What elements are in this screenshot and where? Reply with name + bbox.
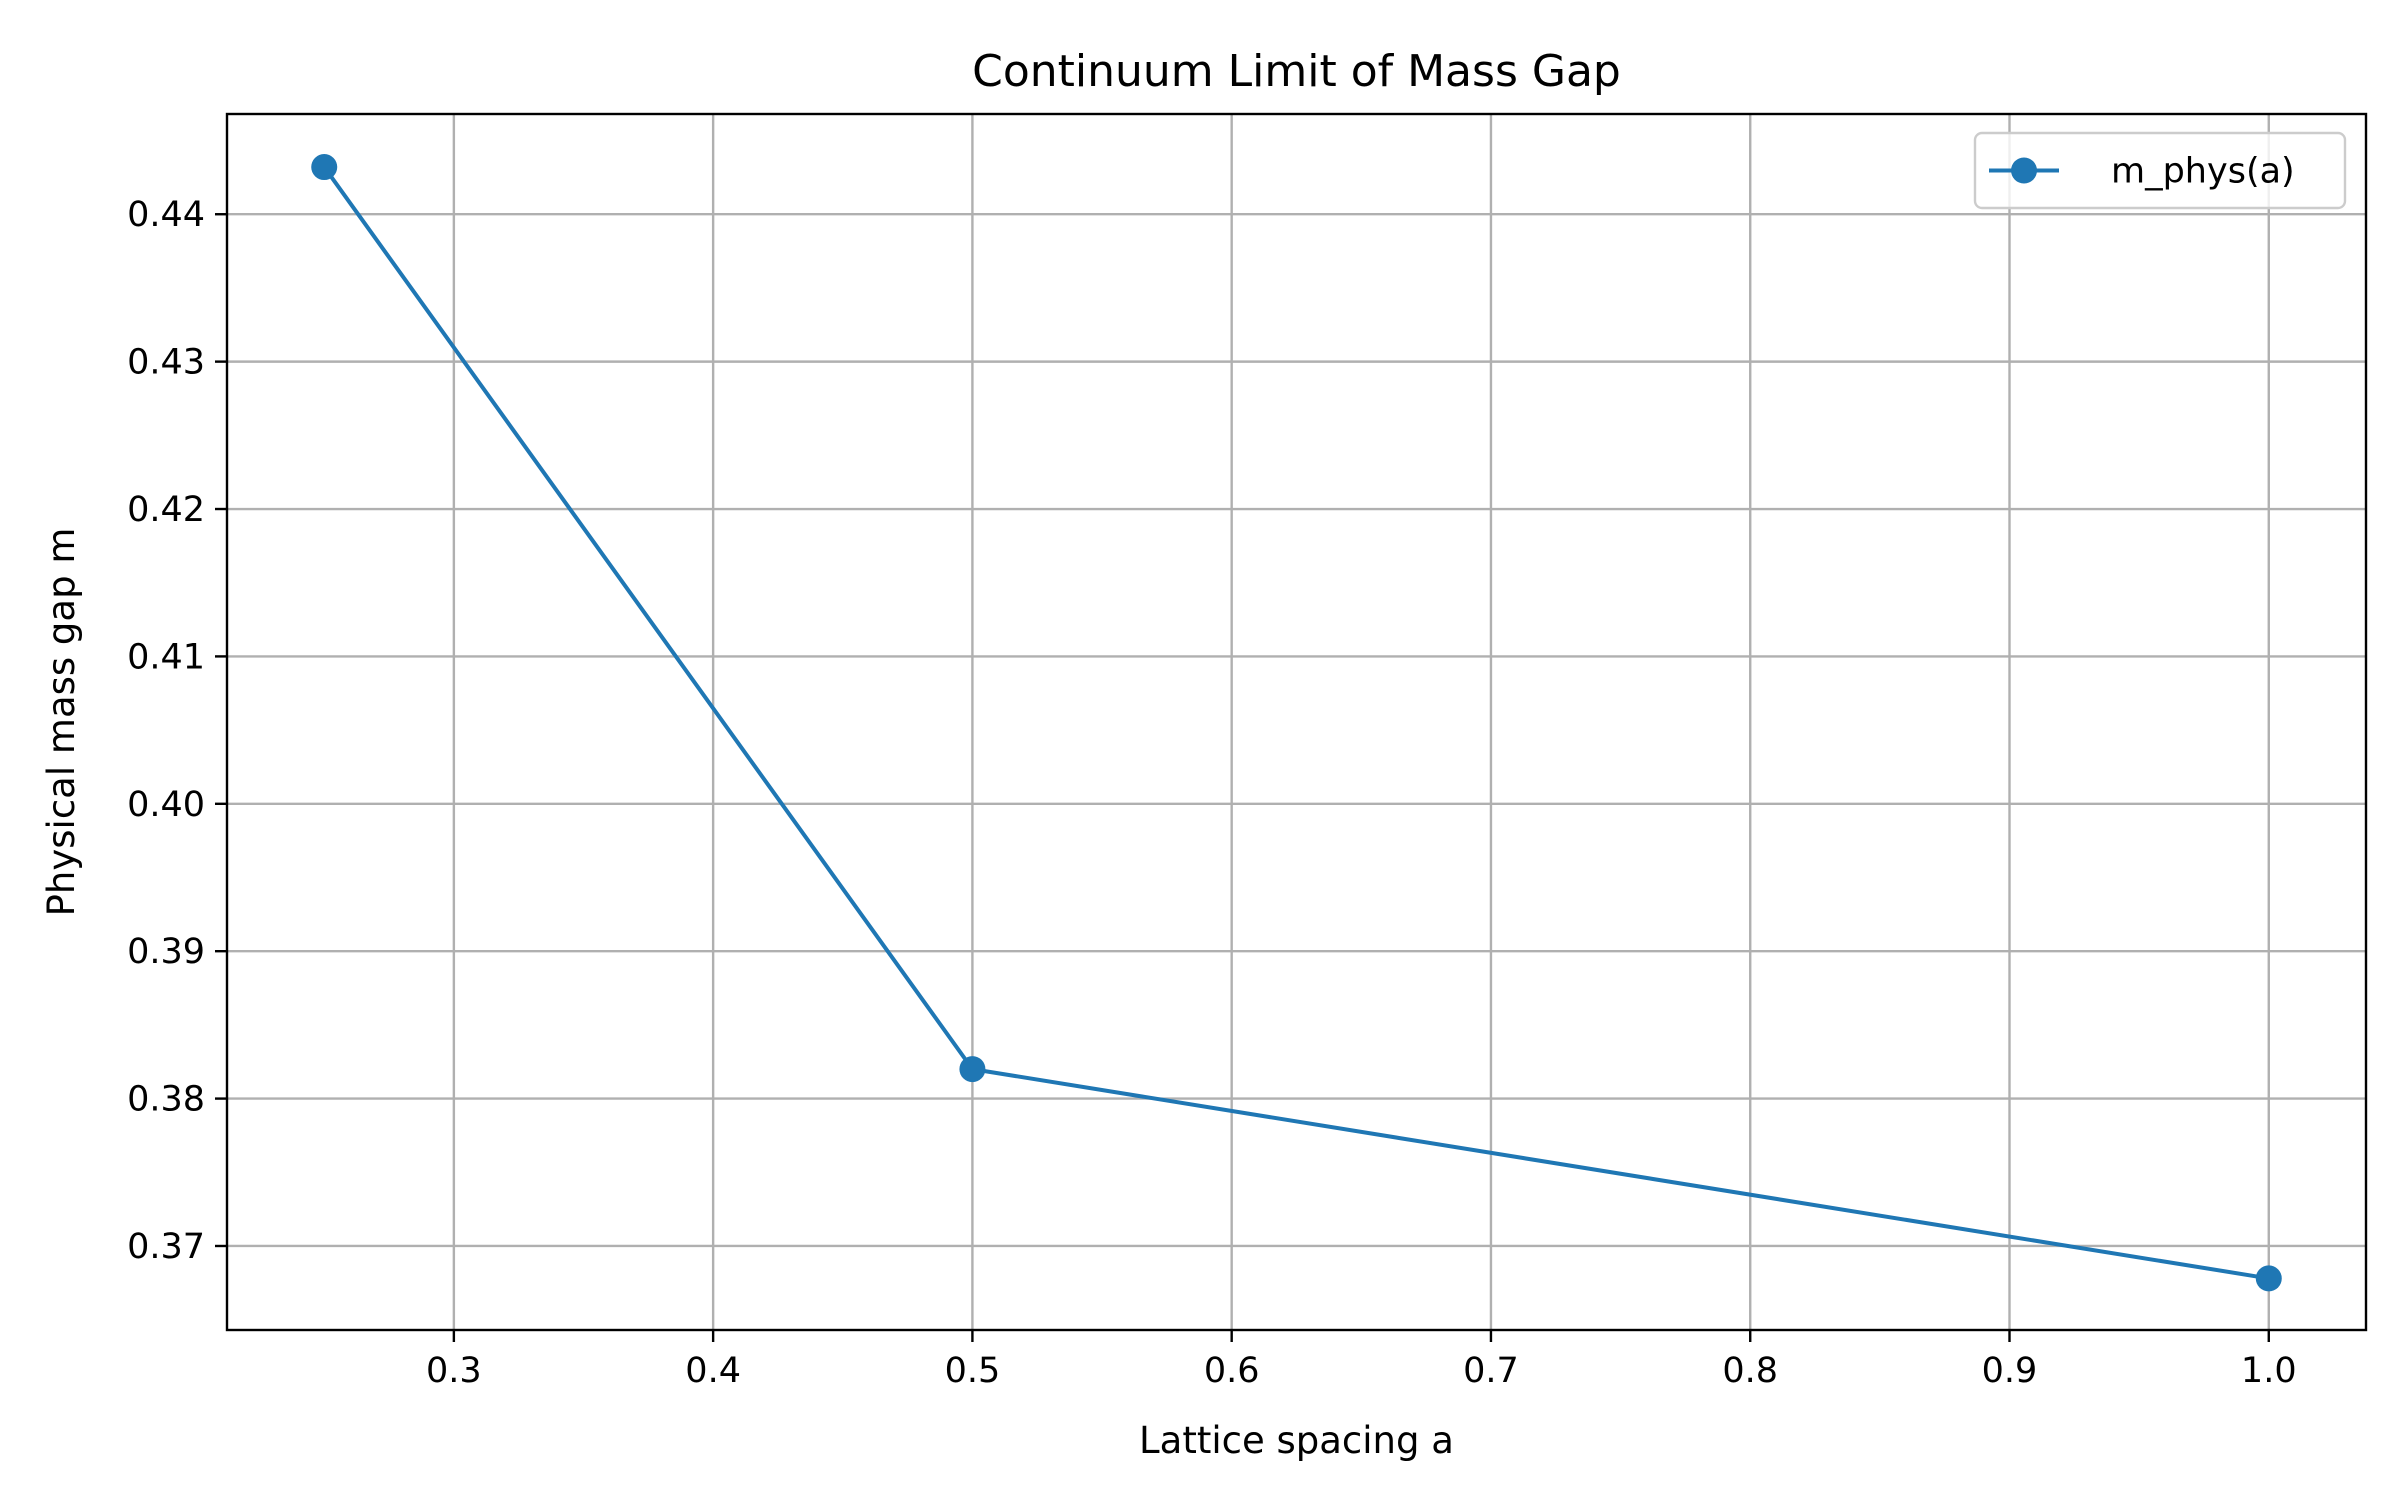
x-tick-label: 0.3 xyxy=(426,1351,482,1391)
y-tick-label: 0.37 xyxy=(127,1227,205,1267)
y-tick-label: 0.43 xyxy=(127,343,205,383)
series-line xyxy=(322,165,2270,1281)
legend-marker xyxy=(2011,157,2037,184)
y-tick-label: 0.44 xyxy=(127,195,205,235)
y-tick-label: 0.39 xyxy=(127,932,205,972)
x-tick-label: 0.4 xyxy=(685,1351,741,1391)
x-tick-label: 0.6 xyxy=(1204,1351,1260,1391)
axis-ticks: 0.3 0.4 0.5 0.6 0.7 0.8 0.9 1.0 0.37 0.38 0.39 0.40… xyxy=(127,195,2297,1391)
y-tick-label: 0.40 xyxy=(127,785,205,825)
y-tick-label: 0.38 xyxy=(127,1080,205,1120)
x-axis-label: Lattice spacing a xyxy=(1139,1419,1454,1462)
y-tick-label: 0.41 xyxy=(127,637,205,677)
chart-title: Continuum Limit of Mass Gap xyxy=(972,46,1621,97)
x-tick-label: 0.9 xyxy=(1982,1351,2038,1391)
legend-label: m_phys(a) xyxy=(2111,152,2295,192)
data-point xyxy=(2255,1265,2282,1292)
x-tick-label: 0.7 xyxy=(1463,1351,1519,1391)
x-tick-label: 1.0 xyxy=(2241,1351,2297,1391)
series-layer xyxy=(311,154,2282,1292)
data-point xyxy=(959,1056,986,1083)
grid-lines xyxy=(227,114,2366,1330)
data-point xyxy=(311,154,338,181)
y-tick-label: 0.42 xyxy=(127,490,205,530)
legend: m_phys(a) xyxy=(1973,131,2347,210)
x-tick-label: 0.8 xyxy=(1722,1351,1778,1391)
x-tick-label: 0.5 xyxy=(945,1351,1001,1391)
legend-frame xyxy=(1973,131,2347,210)
y-axis-label: Physical mass gap m xyxy=(40,528,83,917)
plot-frame xyxy=(225,112,2368,1332)
